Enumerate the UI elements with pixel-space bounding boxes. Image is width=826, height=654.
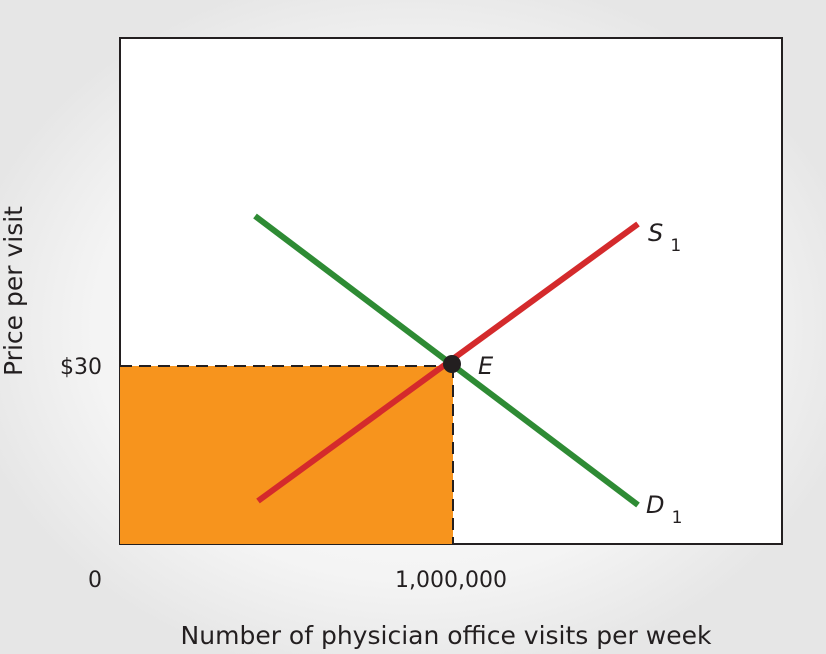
supply-curve-name: S (648, 219, 663, 247)
supply-curve-subscript: 1 (670, 236, 681, 256)
supply-curve-label: S 1 (648, 219, 681, 256)
equilibrium-point (443, 355, 461, 373)
demand-curve-name: D (646, 491, 664, 519)
x-tick-label: 1,000,000 (395, 568, 507, 593)
equilibrium-label: E (478, 352, 494, 380)
demand-curve-label: D 1 (646, 491, 682, 528)
x-axis-title: Number of physician office visits per we… (181, 621, 712, 650)
origin-label: 0 (88, 568, 102, 593)
y-axis-title: Price per visit (0, 206, 28, 376)
y-tick-label: $30 (60, 355, 102, 380)
demand-curve-subscript: 1 (672, 508, 683, 528)
